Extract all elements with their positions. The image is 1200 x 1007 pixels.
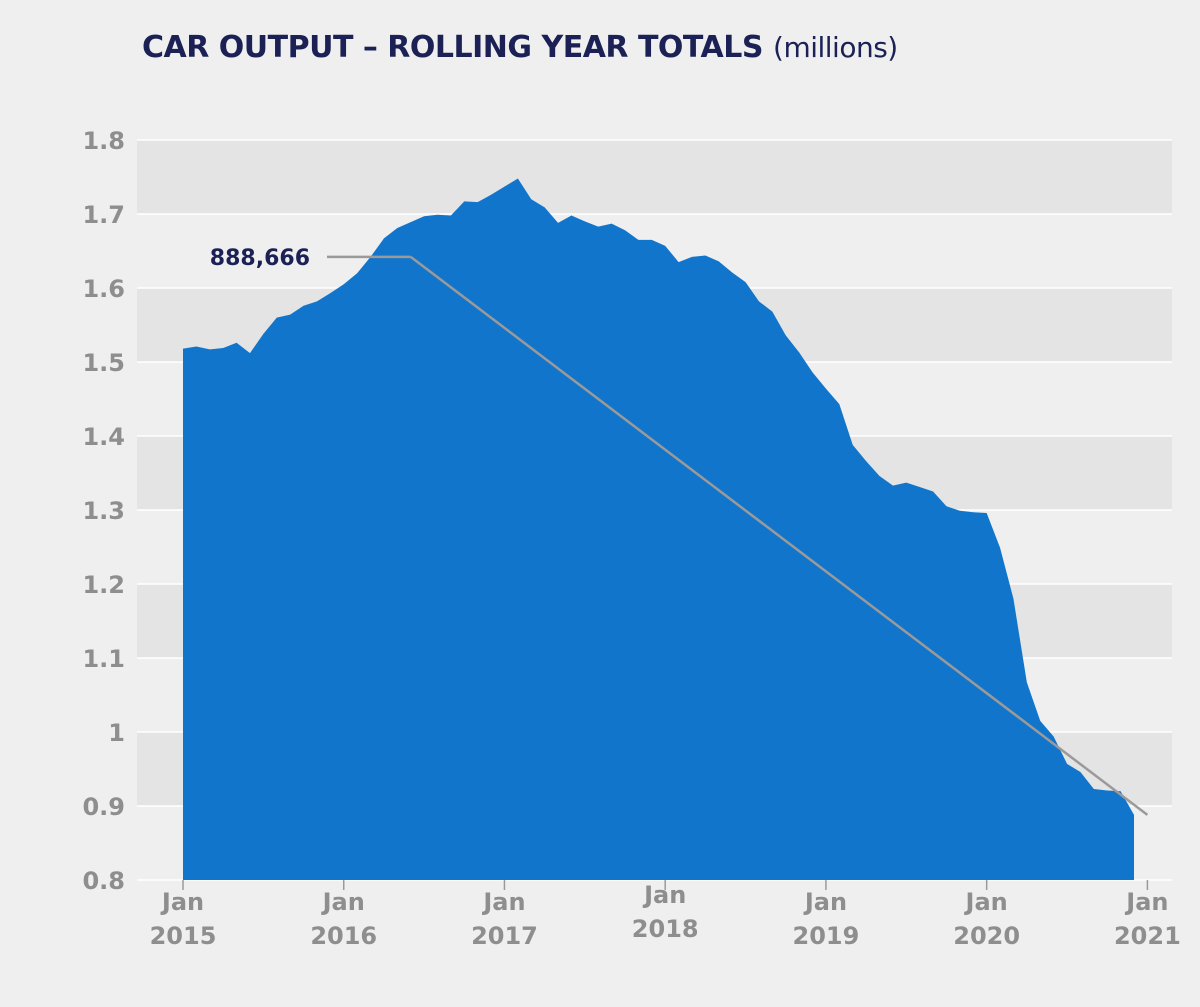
annotations-layer: 888,666 [210, 246, 310, 271]
y-tick-label: 1.1 [82, 645, 125, 673]
y-tick-label: 1.8 [82, 127, 125, 155]
x-tick-month: Jan [642, 881, 686, 909]
x-tick-year: 2016 [310, 922, 377, 950]
grid-band [137, 140, 1172, 214]
y-tick-label: 1.3 [82, 497, 125, 525]
x-tick-year: 2018 [632, 915, 699, 943]
chart-title-main: CAR OUTPUT – ROLLING YEAR TOTALS [142, 30, 764, 65]
x-tick-year: 2017 [471, 922, 538, 950]
x-axis-ticks: Jan 2015 Jan 2016 Jan 2017 Jan 2018 Jan 2019 Jan 20… [150, 880, 1181, 950]
trend-line [409, 255, 1149, 816]
area-layer [182, 178, 1135, 881]
x-tick-year: 2020 [953, 922, 1020, 950]
y-axis-ticks: 0.8 0.9 1 1.1 1.2 1.3 1.4 1.5 1.6 1.7 1.8 [82, 127, 125, 895]
y-tick-label: 1.4 [82, 423, 125, 451]
y-tick-label: 1.2 [82, 571, 125, 599]
series-area [183, 178, 1134, 881]
x-tick-month: Jan [964, 888, 1008, 916]
y-tick-label: 0.8 [82, 867, 125, 895]
y-tick-label: 0.9 [82, 793, 125, 821]
x-tick-month: Jan [803, 888, 847, 916]
x-tick-year: 2021 [1114, 922, 1181, 950]
x-tick-month: Jan [481, 888, 525, 916]
y-tick-label: 1.7 [82, 201, 125, 229]
y-tick-label: 1.5 [82, 349, 125, 377]
x-tick-year: 2019 [793, 922, 860, 950]
y-tick-label: 1 [108, 719, 125, 747]
x-tick-month: Jan [321, 888, 365, 916]
x-tick-month: Jan [1124, 888, 1168, 916]
y-tick-label: 1.6 [82, 275, 125, 303]
chart-title: CAR OUTPUT – ROLLING YEAR TOTALS (million… [142, 30, 898, 65]
callout-label: 888,666 [210, 246, 310, 271]
chart-title-unit: (millions) [773, 31, 898, 64]
x-tick-year: 2015 [150, 922, 217, 950]
x-tick-month: Jan [160, 888, 204, 916]
trend-layer [327, 255, 1149, 816]
